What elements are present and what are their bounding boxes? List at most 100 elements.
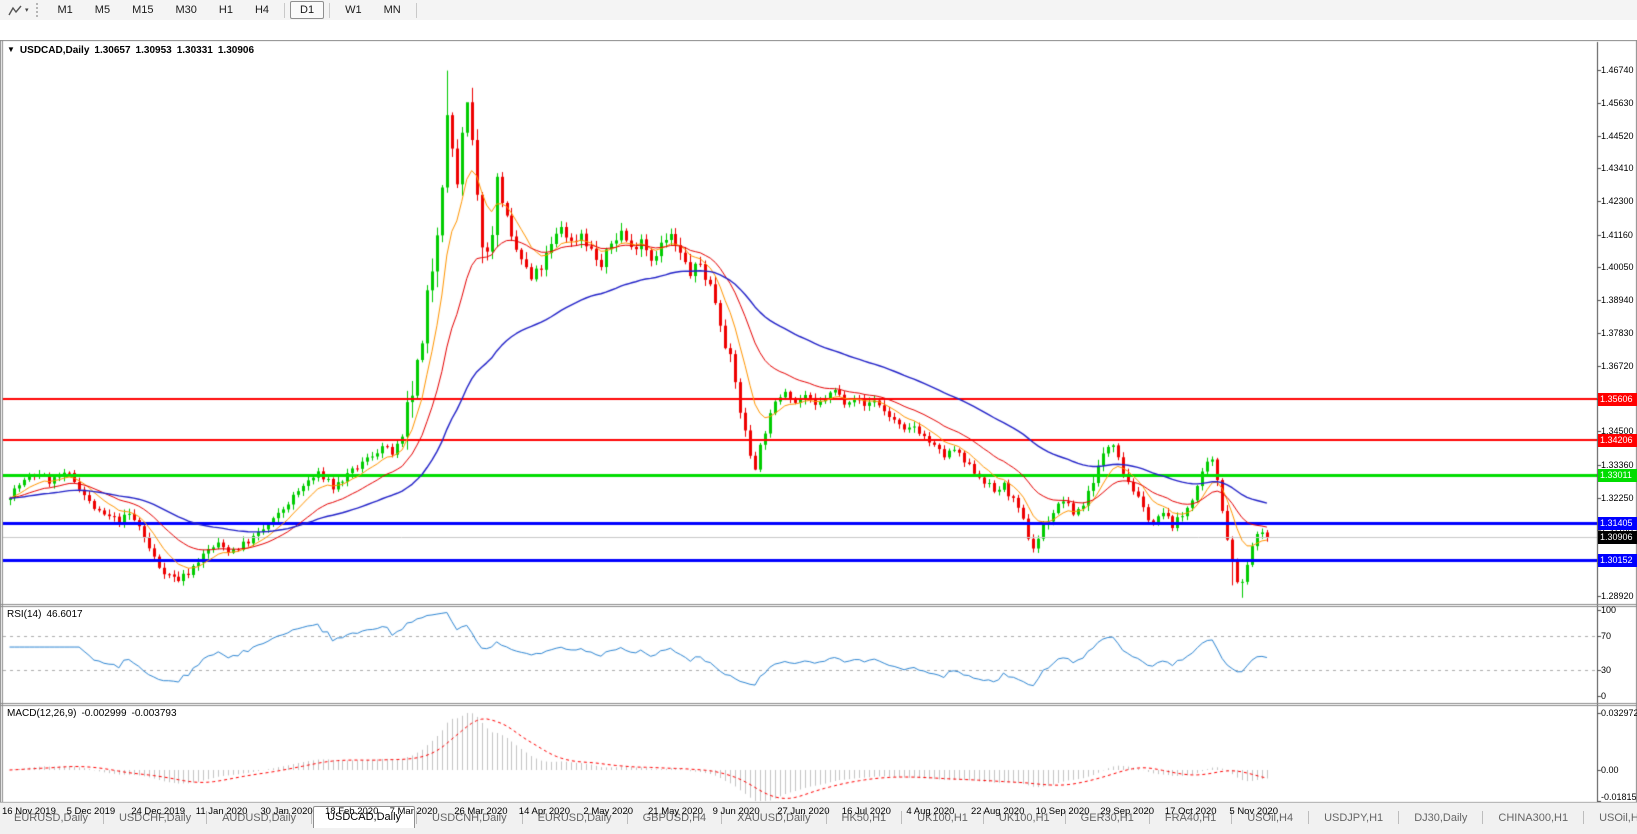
tab-separator	[1482, 811, 1484, 824]
price-tick-label: 1.42300	[1601, 196, 1634, 207]
timeframe-button-M1[interactable]: M1	[57, 4, 73, 16]
level-badge-1.33011: 1.33011	[1598, 469, 1637, 483]
chart-tab-USDJPY-H1[interactable]: USDJPY,H1	[1324, 812, 1384, 824]
date-tick-label: 16 Jul 2020	[841, 806, 891, 817]
date-tick-label: 26 Mar 2020	[454, 806, 508, 817]
tab-separator	[626, 811, 628, 824]
macd-tick-label: 0.00	[1601, 765, 1619, 775]
price-tick-label: 1.45630	[1601, 97, 1634, 108]
chart-tab-GBPUSD-H4[interactable]: GBPUSD,H4	[642, 812, 707, 824]
toolbar-separator	[329, 2, 331, 18]
date-tick-label: 16 Nov 2019	[2, 806, 56, 817]
chart-tab-FRA40-H1[interactable]: FRA40,H1	[1164, 812, 1217, 824]
tab-separator	[825, 811, 827, 824]
date-tick-label: 27 Jun 2020	[777, 806, 830, 817]
date-tick-label: 10 Sep 2020	[1035, 806, 1090, 817]
tab-bar: EURUSD,Daily USDCHF,Daily AUDUSD,Daily USDC…	[0, 802, 1637, 829]
price-tick-label: 1.32250	[1601, 492, 1634, 503]
date-tick-label: 30 Jan 2020	[260, 806, 313, 817]
tab-separator	[1231, 811, 1233, 824]
timeframe-button-M5[interactable]: M5	[94, 4, 111, 16]
chart-tab-HK50-H1[interactable]: HK50,H1	[841, 812, 887, 824]
chart-tab-USDCAD-Daily[interactable]: USDCAD,Daily	[313, 806, 416, 829]
tab-separator	[206, 811, 208, 824]
timeframe-button-W1[interactable]: W1	[345, 4, 362, 16]
timeframe-button-H1[interactable]: H1	[218, 4, 233, 16]
chart-tab-DJ30-Daily[interactable]: DJ30,Daily	[1414, 812, 1468, 824]
price-tick-label: 1.41160	[1601, 229, 1633, 240]
rsi-label: RSI(14) 46.6017	[7, 609, 83, 620]
date-tick-label: 29 Sep 2020	[1100, 806, 1155, 817]
chart-tab-UK100-H1[interactable]: UK100,H1	[917, 812, 968, 824]
timeframe-button-H4[interactable]: H4	[254, 4, 270, 16]
date-tick-label: 18 Feb 2020	[325, 806, 379, 817]
date-tick-label: 17 Oct 2020	[1164, 806, 1217, 817]
price-tick-label: 1.38940	[1601, 295, 1634, 306]
chart-tab-XAUUSD-Daily[interactable]: XAUUSD,Daily	[737, 812, 811, 824]
chart-collapse-icon[interactable]: ▼	[7, 45, 15, 54]
tab-separator	[1064, 811, 1066, 824]
date-tick-label: 2 May 2020	[583, 806, 634, 817]
timeframe-button-MN[interactable]: MN	[383, 4, 401, 16]
price-tick-label: 1.44520	[1601, 130, 1634, 141]
date-tick-label: 14 Apr 2020	[518, 806, 571, 817]
tab-separator	[311, 811, 313, 824]
chevron-down-icon[interactable]: ▾	[25, 7, 29, 14]
chart-tab-USOil-H4[interactable]: USOil,H4	[1247, 812, 1294, 824]
tab-separator	[982, 811, 984, 824]
ohlc-high: 1.30953	[135, 45, 172, 56]
price-tick-label: 1.33360	[1601, 459, 1634, 470]
date-tick-label: 5 Nov 2020	[1229, 806, 1278, 817]
tab-separator	[1308, 811, 1310, 824]
chart-tab-CHINA300-H1[interactable]: CHINA300,H1	[1498, 812, 1569, 824]
date-tick-label: 5 Dec 2019	[66, 806, 116, 817]
chart-tab-USOil-H1[interactable]: USOil,H1	[1599, 812, 1637, 824]
date-tick-label: 4 Aug 2020	[906, 806, 955, 817]
ohlc-low: 1.30331	[176, 45, 213, 56]
chart-tab-GER30-H1[interactable]: GER30,H1	[1080, 812, 1134, 824]
chart-line-tool-icon	[8, 5, 22, 15]
timeframe-button-M15[interactable]: M15	[132, 4, 154, 16]
chart-tab-UK100-H1[interactable]: UK100,H1	[998, 812, 1050, 824]
status-strip	[0, 828, 1637, 834]
level-badge-1.35606: 1.35606	[1598, 392, 1637, 406]
tab-separator	[901, 811, 903, 824]
timeframe-button-D1[interactable]: D1	[290, 1, 325, 19]
toolbar-separator	[415, 2, 417, 18]
toolbar-separator	[284, 2, 286, 18]
price-tick-label: 1.43410	[1601, 163, 1634, 174]
rsi-tick-label: 70	[1601, 630, 1612, 641]
macd-tick-label: -0.01815	[1601, 792, 1637, 802]
tab-separator	[521, 811, 523, 824]
chart-tab-AUDUSD-Daily[interactable]: AUDUSD,Daily	[222, 812, 297, 824]
level-badge-1.34206: 1.34206	[1598, 433, 1637, 447]
date-tick-label: 9 Jun 2020	[712, 806, 760, 817]
ohlc-open: 1.30657	[94, 45, 131, 56]
rsi-tick-label: 100	[1601, 605, 1617, 615]
chart-tab-EURUSD-Daily[interactable]: EURUSD,Daily	[537, 812, 612, 824]
chart-tab-EURUSD-Daily[interactable]: EURUSD,Daily	[14, 812, 88, 824]
chart-line-tool-button[interactable]: ▾	[5, 3, 32, 18]
macd-tick-label: 0.032972	[1601, 708, 1637, 718]
price-tick-label: 1.40050	[1601, 262, 1634, 273]
tab-separator	[416, 811, 418, 824]
chart-tab-USDCHF-Daily[interactable]: USDCHF,Daily	[118, 812, 192, 824]
timeframe-button-M30[interactable]: M30	[175, 4, 197, 16]
macd-label: MACD(12,26,9) -0.002999 -0.003793	[7, 708, 177, 719]
price-tick-label: 1.34500	[1601, 426, 1634, 437]
chart-canvas[interactable]	[0, 40, 1637, 822]
price-tick-label: 1.37830	[1601, 327, 1634, 338]
tab-separator	[1148, 811, 1150, 824]
timeframe-buttons: M1 M5 M15 M30 H1 H4 D1 W1 MN	[47, 1, 421, 19]
rsi-tick-label: 0	[1601, 691, 1607, 701]
price-tick-label: 1.31140	[1601, 525, 1633, 535]
price-tick-label: 1.28920	[1601, 590, 1634, 601]
chart-tab-USDCNH-Daily[interactable]: USDCNH,Daily	[432, 812, 507, 824]
level-badge-1.30152: 1.30152	[1598, 553, 1637, 567]
bid-price-badge: 1.30906	[1598, 531, 1637, 545]
rsi-name: RSI(14)	[7, 609, 42, 620]
date-tick-label: 21 May 2020	[648, 806, 703, 817]
tab-separator	[102, 811, 104, 824]
tab-separator	[1398, 811, 1400, 824]
level-badge-1.31405: 1.31405	[1598, 516, 1637, 530]
